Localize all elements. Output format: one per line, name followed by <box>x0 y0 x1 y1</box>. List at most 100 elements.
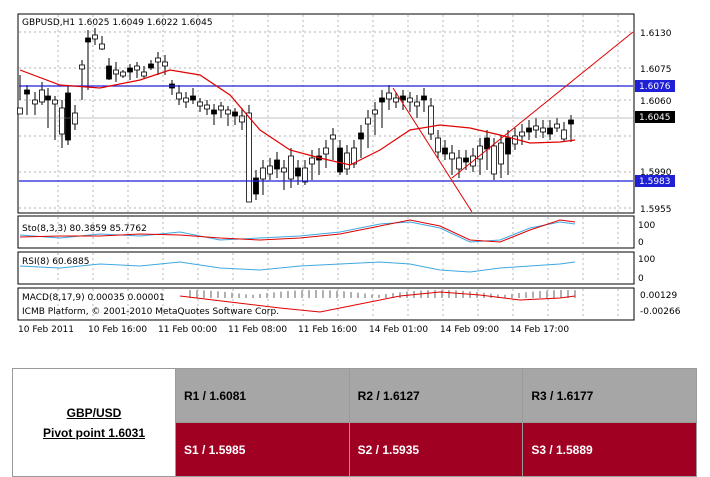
support-2: S2 / 1.5935 <box>348 422 524 477</box>
trend-line <box>392 87 473 213</box>
sto-signal-line <box>19 219 576 243</box>
candle-body <box>120 71 126 77</box>
candle-body <box>204 104 210 110</box>
candle-body <box>463 157 469 163</box>
candle-body <box>505 137 511 155</box>
macd-tick: 0.00129 <box>640 291 677 301</box>
time-label: 10 Feb 2011 <box>18 325 74 335</box>
pivot-table: GBP/USD Pivot point 1.6031 R1 / 1.6081 R… <box>12 368 697 477</box>
macd-tick: -0.00266 <box>640 307 681 317</box>
candle-body <box>295 167 301 177</box>
candle-body <box>435 137 441 153</box>
candle-body <box>72 112 78 125</box>
candle-body <box>498 142 504 165</box>
resistance-3: R3 / 1.6177 <box>522 368 697 423</box>
candle-body <box>232 111 238 117</box>
candle-body <box>155 57 161 63</box>
candle-body <box>547 127 553 135</box>
candle-body <box>39 89 45 103</box>
candle-body <box>197 101 203 107</box>
candle-body <box>386 92 392 100</box>
candle-body <box>568 119 574 125</box>
candle-body <box>407 97 413 103</box>
price-box-label: 1.6045 <box>639 113 671 123</box>
candle-body <box>337 147 343 173</box>
rsi-label: RSI(8) 60.6885 <box>22 257 89 267</box>
candle-body <box>183 97 189 103</box>
candle-body <box>519 131 525 137</box>
candle-body <box>540 127 546 133</box>
candle-body <box>449 152 455 160</box>
moving-average-line <box>19 69 576 166</box>
resistance-2: R2 / 1.6127 <box>348 368 524 423</box>
candle-body <box>372 109 378 115</box>
time-label: 14 Feb 09:00 <box>440 325 499 335</box>
price-tick: 1.5990 <box>640 168 672 178</box>
candle-body <box>281 167 287 173</box>
candle-body <box>484 137 490 150</box>
pair-name: GBP/USD <box>66 405 122 420</box>
candle-body <box>288 155 294 180</box>
rsi-line <box>19 261 576 273</box>
sto-label: Sto(8,3,3) 80.3859 85.7762 <box>22 224 147 234</box>
candle-body <box>379 97 385 103</box>
candle-body <box>59 107 65 135</box>
candle-body <box>106 65 112 80</box>
candle-body <box>351 147 357 165</box>
candle-body <box>358 132 364 140</box>
candle-body <box>491 145 497 175</box>
candle-body <box>302 167 308 183</box>
time-label: 11 Feb 16:00 <box>298 325 357 335</box>
resistance-1: R1 / 1.6081 <box>175 368 350 423</box>
candle-body <box>330 134 336 140</box>
candle-body <box>113 69 119 75</box>
price-tick: 1.6075 <box>640 65 672 75</box>
trading-chart[interactable]: GBPUSD,H1 1.6025 1.6049 1.6022 1.6045 1.… <box>0 0 710 345</box>
candle-body <box>52 99 58 105</box>
time-label: 14 Feb 17:00 <box>510 325 569 335</box>
candle-body <box>190 95 196 101</box>
time-label: 14 Feb 01:00 <box>369 325 428 335</box>
candle-body <box>134 65 140 71</box>
candle-body <box>32 99 38 105</box>
candle-body <box>253 177 259 195</box>
candle-body <box>267 165 273 175</box>
price-box-label: 1.5983 <box>639 177 671 187</box>
candle-body <box>323 147 329 155</box>
pivot-point: Pivot point 1.6031 <box>42 425 146 440</box>
candle-body <box>414 101 420 107</box>
candle-body <box>127 67 133 73</box>
candle-body <box>239 115 245 123</box>
price-box-current <box>635 111 675 123</box>
time-label: 11 Feb 08:00 <box>228 325 287 335</box>
rsi-panel <box>17 251 635 285</box>
candle-body <box>428 105 434 135</box>
candle-body <box>79 64 85 70</box>
price-box-label: 1.6076 <box>639 82 671 92</box>
candle-body <box>554 123 560 129</box>
rsi-tick: 0 <box>638 274 644 284</box>
sto-main-line <box>19 221 576 243</box>
candle-body <box>211 109 217 115</box>
candle-body <box>92 34 98 40</box>
chart-overlays <box>19 31 634 313</box>
candle-body <box>477 145 483 160</box>
candle-body <box>17 107 23 115</box>
candle-body <box>218 105 224 111</box>
candle-body <box>421 95 427 101</box>
candle-body <box>148 63 154 69</box>
support-1: S1 / 1.5985 <box>175 422 350 477</box>
candle-body <box>442 147 448 155</box>
time-label: 10 Feb 16:00 <box>88 325 147 335</box>
candle-body <box>176 92 182 100</box>
price-tick: 1.6060 <box>640 97 672 107</box>
support-3: S3 / 1.5889 <box>522 422 697 477</box>
candle-body <box>561 129 567 140</box>
macd-label: MACD(8,17,9) 0.00035 0.00001 <box>22 293 165 303</box>
candle-body <box>365 117 371 125</box>
candle-body <box>533 125 539 131</box>
candle-body <box>141 71 147 77</box>
price-tick: 1.5955 <box>640 205 672 215</box>
price-panel <box>17 13 635 214</box>
price-tick: 1.6130 <box>640 29 672 39</box>
